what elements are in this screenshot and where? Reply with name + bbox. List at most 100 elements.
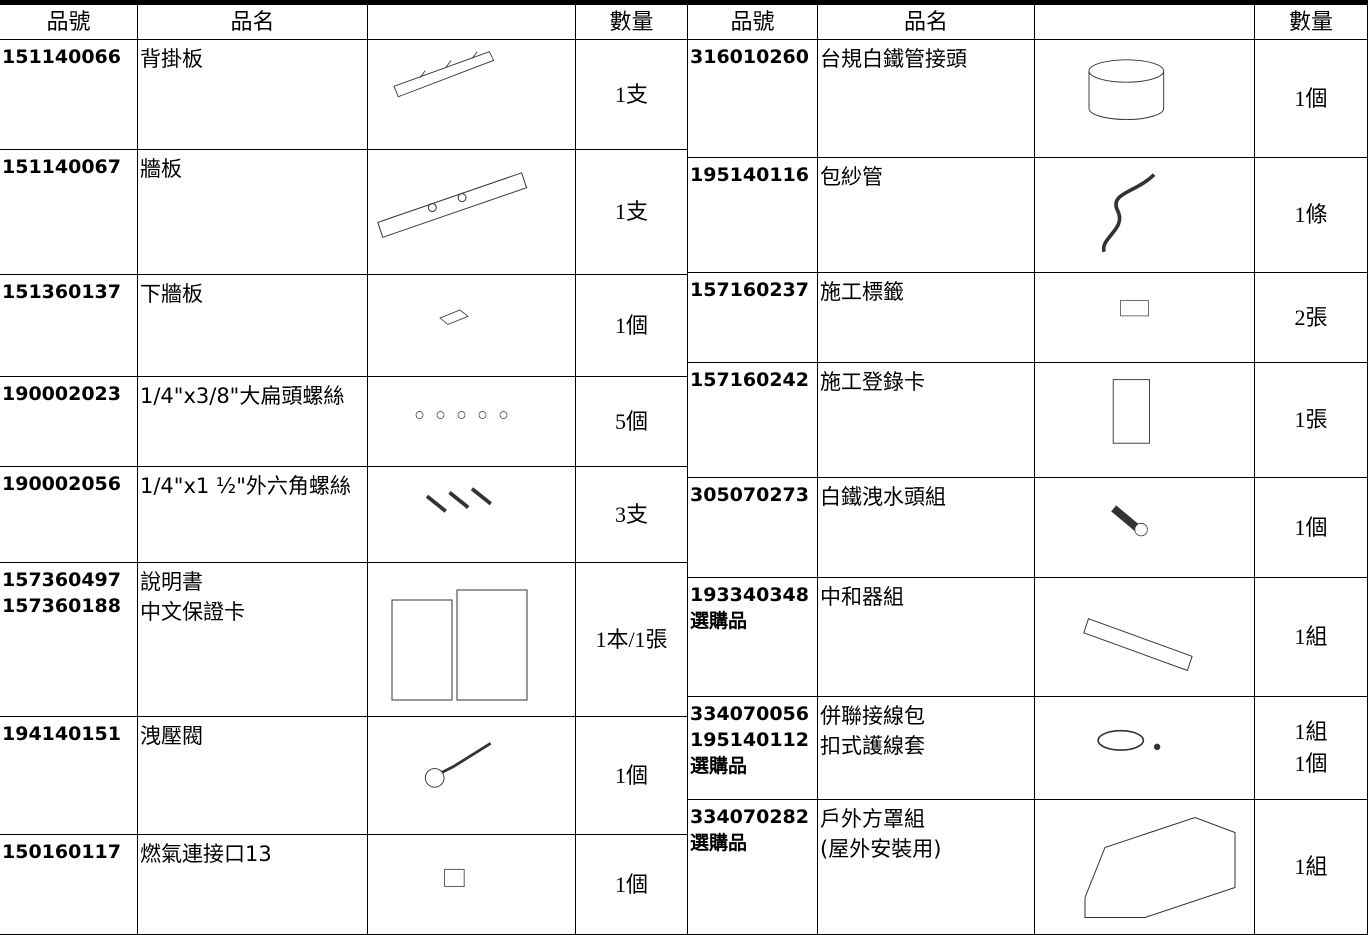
header-cell: 品號 [688, 5, 818, 40]
part-name: 1/4"x3/8"大扁頭螺絲 [140, 384, 345, 408]
part-image [1082, 617, 1193, 671]
qty-cell: 2張 [1255, 273, 1368, 363]
part-name: 施工標籤 [820, 280, 904, 304]
part-code: 157160242 [690, 369, 809, 391]
code-cell: 316010260 [688, 40, 818, 158]
name-cell: 1/4"x1 ½"外六角螺絲 [138, 467, 368, 563]
code-cell: 150160117 [0, 835, 138, 935]
code-cell: 190002023 [0, 377, 138, 467]
part-code: 157360188 [2, 595, 121, 617]
part-code: 334070282 [690, 806, 809, 828]
name-cell: 併聯接線包 扣式護線套 [818, 697, 1035, 800]
name-cell: 下牆板 [138, 275, 368, 377]
code-cell: 305070273 [688, 478, 818, 578]
qty-cell: 1本/1張 [576, 563, 688, 717]
qty-cell: 1個 [576, 835, 688, 935]
qty-cell: 1組 1個 [1255, 697, 1368, 800]
part-code: 195140112 [690, 729, 809, 751]
image-cell [1035, 363, 1255, 478]
part-image [1112, 378, 1150, 444]
header-text: 數量 [609, 10, 654, 35]
quantity: 1個 [614, 762, 648, 788]
qty-cell: 1組 [1255, 800, 1368, 935]
image-cell [368, 150, 576, 275]
name-cell: 牆板 [138, 150, 368, 275]
part-image [1084, 816, 1235, 918]
part-image [438, 309, 469, 325]
part-code: 193340348 [690, 584, 809, 606]
quantity: 1個 [614, 312, 648, 338]
part-code: 選購品 [690, 755, 748, 777]
code-cell: 334070282 選購品 [688, 800, 818, 935]
quantity: 1個 [614, 871, 648, 897]
part-image [1096, 729, 1160, 751]
part-name: 包紗管 [820, 165, 883, 189]
quantity: 5個 [614, 408, 648, 434]
image-cell [1035, 800, 1255, 935]
part-name: 洩壓閥 [140, 724, 203, 748]
code-cell: 193340348 選購品 [688, 578, 818, 697]
qty-cell: 1組 [1255, 578, 1368, 697]
image-cell [368, 835, 576, 935]
part-name: 牆板 [140, 157, 182, 181]
part-code: 194140151 [2, 723, 121, 745]
image-cell [368, 563, 576, 717]
name-cell: 台規白鐵管接頭 [818, 40, 1035, 158]
part-code: 190002056 [2, 473, 121, 495]
header-cell: 品名 [138, 5, 368, 40]
part-image [424, 741, 491, 788]
header-cell [368, 5, 576, 40]
part-image [1101, 172, 1155, 252]
qty-cell: 3支 [576, 467, 688, 563]
part-name: 扣式護線套 [820, 734, 925, 758]
part-name: 中和器組 [820, 585, 904, 609]
name-cell: 1/4"x3/8"大扁頭螺絲 [138, 377, 368, 467]
part-image [391, 589, 527, 700]
header-cell: 品號 [0, 5, 138, 40]
code-cell: 157160237 [688, 273, 818, 363]
part-code: 選購品 [690, 610, 748, 632]
quantity: 1支 [614, 81, 648, 107]
part-code: 150160117 [2, 841, 121, 863]
quantity: 1組 [1294, 719, 1328, 744]
part-image [376, 171, 527, 238]
qty-cell: 1支 [576, 40, 688, 150]
part-code: 334070056 [690, 703, 809, 725]
image-cell [368, 467, 576, 563]
code-cell: 194140151 [0, 717, 138, 835]
code-cell: 334070056 195140112 選購品 [688, 697, 818, 800]
top-rule [0, 0, 1368, 5]
qty-cell: 1張 [1255, 363, 1368, 478]
part-code: 305070273 [690, 484, 809, 506]
quantity: 1本/1張 [595, 626, 668, 652]
header-text: 品名 [230, 10, 275, 35]
quantity: 1個 [1294, 85, 1328, 111]
quantity: 1組 [1294, 854, 1328, 879]
part-name: 戶外方罩組 [820, 807, 925, 831]
quantity: 2張 [1294, 304, 1328, 330]
code-cell: 190002056 [0, 467, 138, 563]
quantity: 1個 [1294, 751, 1328, 776]
quantity: 1張 [1294, 407, 1328, 432]
part-image [1119, 299, 1149, 316]
qty-cell: 1個 [1255, 478, 1368, 578]
part-code: 151140067 [2, 156, 121, 178]
image-cell [1035, 40, 1255, 158]
part-name: 下牆板 [140, 282, 203, 306]
header-text: 品名 [903, 10, 948, 35]
quantity: 1組 [1294, 624, 1328, 649]
quantity: 1支 [614, 199, 648, 224]
image-cell [1035, 158, 1255, 273]
quantity: 1條 [1294, 202, 1328, 227]
part-image [425, 486, 492, 513]
name-cell: 施工登錄卡 [818, 363, 1035, 478]
part-image [1110, 504, 1148, 536]
part-image [443, 868, 465, 887]
part-name: 說明書 [140, 570, 203, 594]
image-cell [1035, 697, 1255, 800]
part-code: 151140066 [2, 46, 121, 68]
part-code: 157160237 [690, 279, 809, 301]
image-cell [368, 377, 576, 467]
code-cell: 157160242 [688, 363, 818, 478]
header-text: 品號 [730, 10, 775, 35]
